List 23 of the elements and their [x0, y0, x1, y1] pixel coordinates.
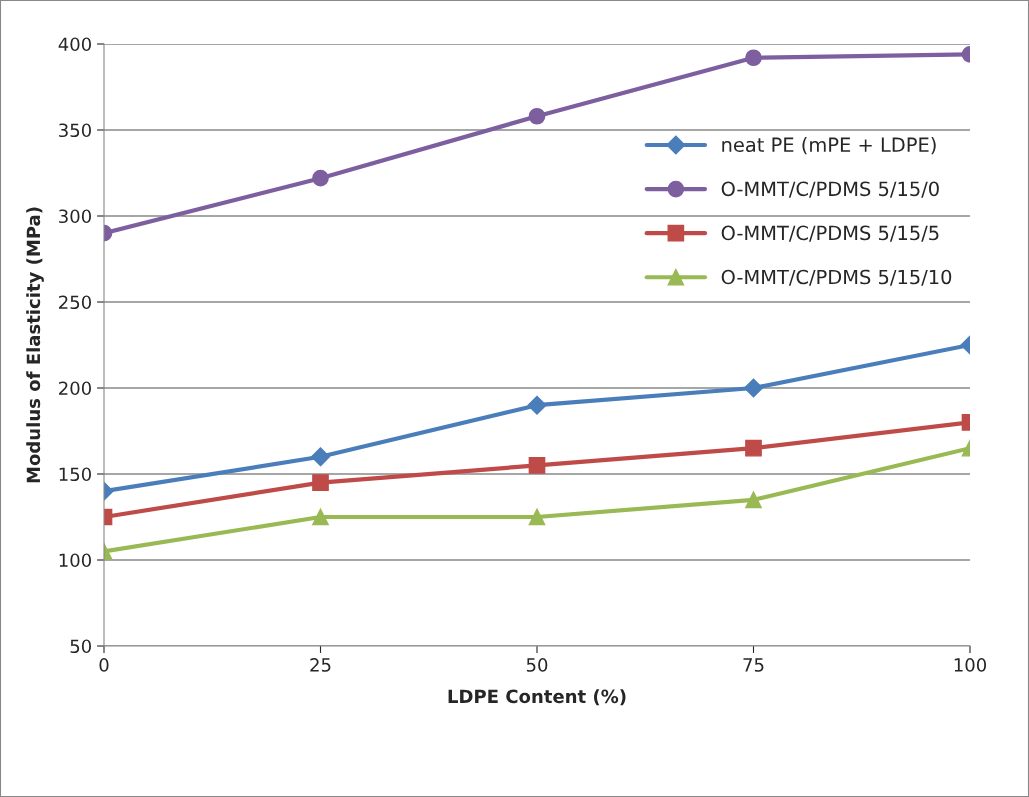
point: [528, 457, 546, 474]
x-tick-label: 0: [99, 658, 109, 672]
y-tick-label: 400: [58, 37, 91, 52]
x-tick-label: 25: [310, 658, 331, 672]
x-tick-label: 75: [743, 658, 764, 672]
y-tick-label: 50: [70, 639, 91, 654]
y-tick-label: 200: [59, 381, 91, 396]
point: [528, 107, 546, 125]
y-tick-label: 350: [59, 123, 91, 138]
y-axis-title: Modulus of Elasticity (MPa): [26, 207, 44, 483]
legend-label: neat PE (mPE + LDPE): [722, 137, 936, 155]
y-tick-label: 250: [59, 295, 91, 310]
x-tick-label: 50: [526, 658, 548, 672]
y-tick-label: 150: [59, 467, 91, 482]
legend-label: O-MMT/C/PDMS 5/15/5: [721, 225, 939, 242]
point: [527, 395, 547, 415]
x-axis-title: LDPE Content (%): [448, 689, 626, 706]
y-tick-label: 100: [59, 553, 91, 568]
legend-label: O-MMT/C/PDMS 5/15/10: [721, 269, 952, 286]
legend-label: O-MMT/C/PDMS 5/15/0: [721, 181, 939, 198]
x-tick-label: 100: [954, 658, 987, 672]
y-tick-label: 300: [59, 209, 91, 224]
point: [528, 508, 546, 526]
